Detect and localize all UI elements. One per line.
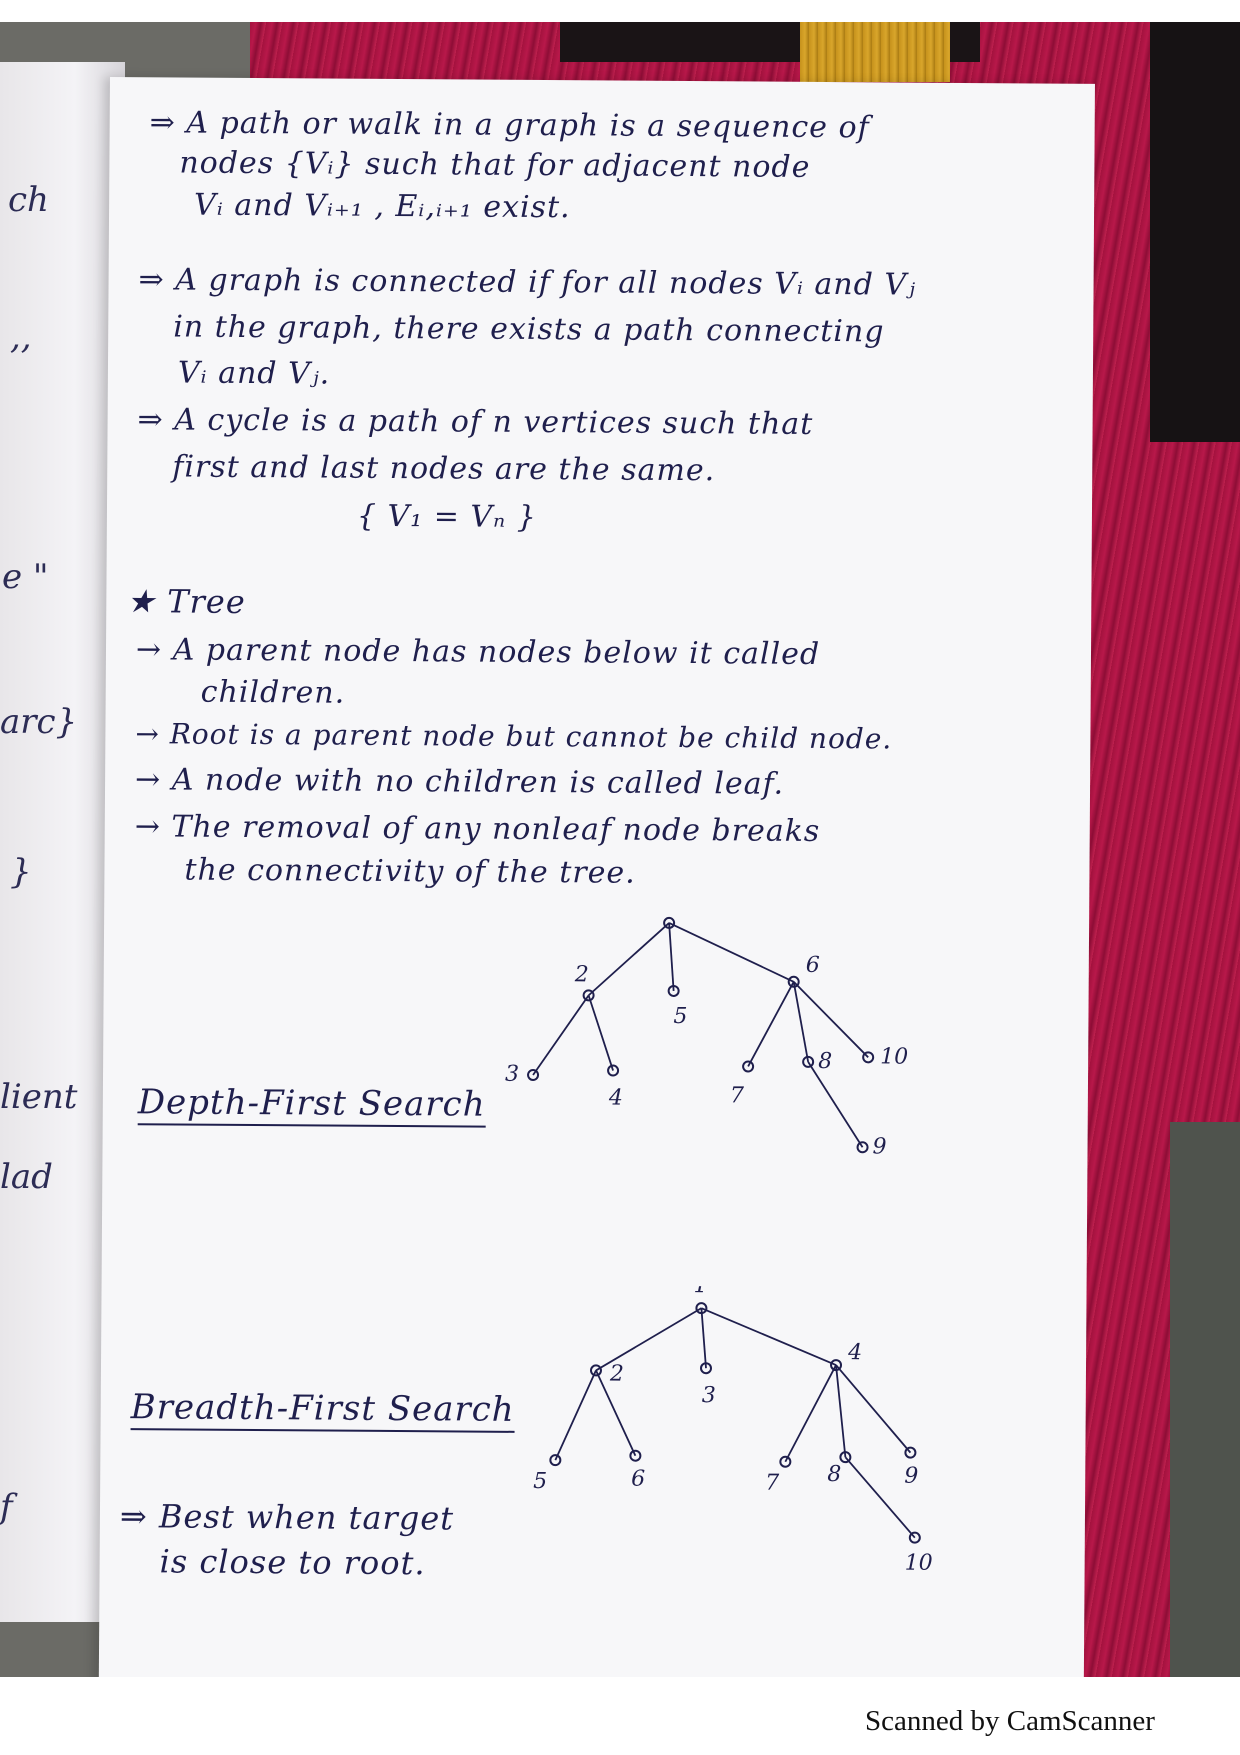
bfs-edge-2-6 xyxy=(595,1370,637,1457)
dfs-edge-2-3 xyxy=(532,994,590,1076)
dfs-tree-diagram: 1 2 5 6 3 4 7 8 10 9 xyxy=(492,910,924,1213)
bfs-node-label: 10 xyxy=(905,1551,933,1576)
margin-fragment: lient xyxy=(0,1077,78,1117)
bfs-node-label: 3 xyxy=(702,1383,716,1408)
dfs-node-label: 1 xyxy=(663,910,677,915)
bfs-node-label: 5 xyxy=(533,1469,547,1494)
grey-surface xyxy=(1170,1122,1240,1677)
bfs-edge-1-4 xyxy=(701,1307,837,1366)
bfs-edge-4-9 xyxy=(835,1364,912,1454)
dfs-node-8 xyxy=(802,1055,815,1068)
dfs-node-label: 3 xyxy=(505,1062,519,1087)
bfs-node-3 xyxy=(700,1362,713,1375)
dfs-edge-6-7 xyxy=(747,981,795,1067)
bfs-tree-diagram: 1 2 3 4 5 6 7 8 9 10 xyxy=(519,1285,941,1588)
dfs-node-9 xyxy=(856,1141,869,1154)
margin-fragment: } xyxy=(10,852,32,892)
bfs-node-1 xyxy=(695,1302,708,1315)
margin-fragment: ,, xyxy=(10,317,32,357)
tree-bullet: → Root is a parent node but cannot be ch… xyxy=(135,717,893,756)
bfs-edge-8-10 xyxy=(844,1456,916,1539)
dfs-node-label: 5 xyxy=(673,1004,687,1029)
bfs-node-label: 1 xyxy=(693,1285,707,1298)
cycle-definition-line: ⇒ A cycle is a path of n vertices such t… xyxy=(137,402,814,442)
dfs-edge-1-2 xyxy=(587,922,670,997)
margin-fragment: e " xyxy=(2,557,49,597)
dfs-node-label: 2 xyxy=(574,962,589,987)
bfs-tree-svg: 1 2 3 4 5 6 7 8 9 10 xyxy=(533,1285,933,1576)
bfs-note-line: ⇒ Best when target xyxy=(119,1497,455,1538)
tree-bullet: → The removal of any nonleaf node breaks xyxy=(134,809,821,849)
bfs-node-label: 8 xyxy=(827,1462,841,1487)
bfs-node-label: 6 xyxy=(631,1467,645,1492)
dfs-edge-8-9 xyxy=(807,1061,864,1148)
dfs-node-label: 10 xyxy=(880,1044,908,1069)
dfs-node-label: 8 xyxy=(818,1049,832,1074)
bfs-node-5 xyxy=(549,1454,562,1467)
bfs-node-2 xyxy=(589,1364,602,1377)
margin-fragment: arc} xyxy=(0,702,78,742)
dfs-heading: Depth-First Search xyxy=(137,1082,486,1128)
cycle-formula: { V₁ = Vₙ } xyxy=(356,498,538,535)
bfs-edge-1-3 xyxy=(700,1308,707,1369)
path-definition-line: Vᵢ and Vᵢ₊₁ , Eᵢ,ᵢ₊₁ exist. xyxy=(193,187,571,226)
bfs-node-7 xyxy=(779,1455,792,1468)
dfs-node-3 xyxy=(527,1068,540,1081)
bfs-node-9 xyxy=(904,1446,917,1459)
dfs-node-1 xyxy=(663,916,676,929)
dfs-edge-2-4 xyxy=(587,995,614,1071)
bfs-edge-1-2 xyxy=(595,1307,702,1372)
cycle-definition-line: first and last nodes are the same. xyxy=(172,449,716,489)
bfs-edge-4-8 xyxy=(835,1365,847,1458)
bfs-edge-4-7 xyxy=(784,1364,837,1463)
notebook-page: ⇒ A path or walk in a graph is a sequenc… xyxy=(98,77,1095,1677)
dfs-tree-svg: 1 2 5 6 3 4 7 8 10 9 xyxy=(505,910,908,1160)
bfs-node-label: 9 xyxy=(904,1464,918,1489)
dfs-node-5 xyxy=(667,984,680,997)
bfs-node-8 xyxy=(839,1451,852,1464)
dfs-node-2 xyxy=(582,989,595,1002)
photo-background: ch ,, e " arc} } lient lad f ⇒ A path or… xyxy=(0,22,1240,1677)
tree-bullet: children. xyxy=(200,674,346,711)
bfs-node-6 xyxy=(629,1449,642,1462)
margin-fragment: ch xyxy=(8,180,49,220)
dfs-node-10 xyxy=(862,1051,875,1064)
dfs-node-7 xyxy=(742,1060,755,1073)
connected-definition-line: in the graph, there exists a path connec… xyxy=(173,309,885,350)
bfs-node-4 xyxy=(830,1359,843,1372)
dfs-edge-1-6 xyxy=(668,922,795,983)
dfs-node-label: 4 xyxy=(608,1086,623,1111)
tree-heading: ★ Tree xyxy=(126,582,246,621)
tree-bullet: → A parent node has nodes below it calle… xyxy=(135,632,821,672)
dfs-edge-6-8 xyxy=(792,981,810,1063)
bfs-node-label: 2 xyxy=(609,1362,624,1387)
bfs-node-label: 7 xyxy=(765,1471,779,1496)
dfs-node-6 xyxy=(787,975,800,988)
black-fabric xyxy=(1150,22,1240,442)
tree-bullet: → A node with no children is called leaf… xyxy=(134,762,785,802)
bfs-node-10 xyxy=(908,1531,921,1544)
dfs-node-4 xyxy=(607,1064,620,1077)
dfs-node-label: 6 xyxy=(806,953,820,978)
margin-fragment: lad xyxy=(0,1157,53,1197)
connected-definition-line: Vᵢ and Vⱼ. xyxy=(177,355,331,392)
dfs-node-label: 9 xyxy=(872,1134,886,1159)
tree-bullet: the connectivity of the tree. xyxy=(184,852,636,891)
margin-fragment: f xyxy=(0,1487,13,1527)
bfs-note-line: is close to root. xyxy=(159,1542,426,1583)
dfs-edge-6-10 xyxy=(793,981,869,1058)
bfs-edge-2-5 xyxy=(554,1370,597,1461)
dfs-edge-1-5 xyxy=(668,922,675,992)
dfs-node-label: 7 xyxy=(730,1083,744,1108)
path-definition-line: nodes {Vᵢ} such that for adjacent node xyxy=(179,145,811,185)
connected-definition-line: ⇒ A graph is connected if for all nodes … xyxy=(138,262,917,303)
bfs-heading: Breadth-First Search xyxy=(130,1387,515,1433)
path-definition-line: ⇒ A path or walk in a graph is a sequenc… xyxy=(149,105,870,146)
scanner-watermark: Scanned by CamScanner xyxy=(865,1705,1155,1737)
bfs-node-label: 4 xyxy=(847,1340,862,1365)
gold-fabric xyxy=(800,22,950,82)
